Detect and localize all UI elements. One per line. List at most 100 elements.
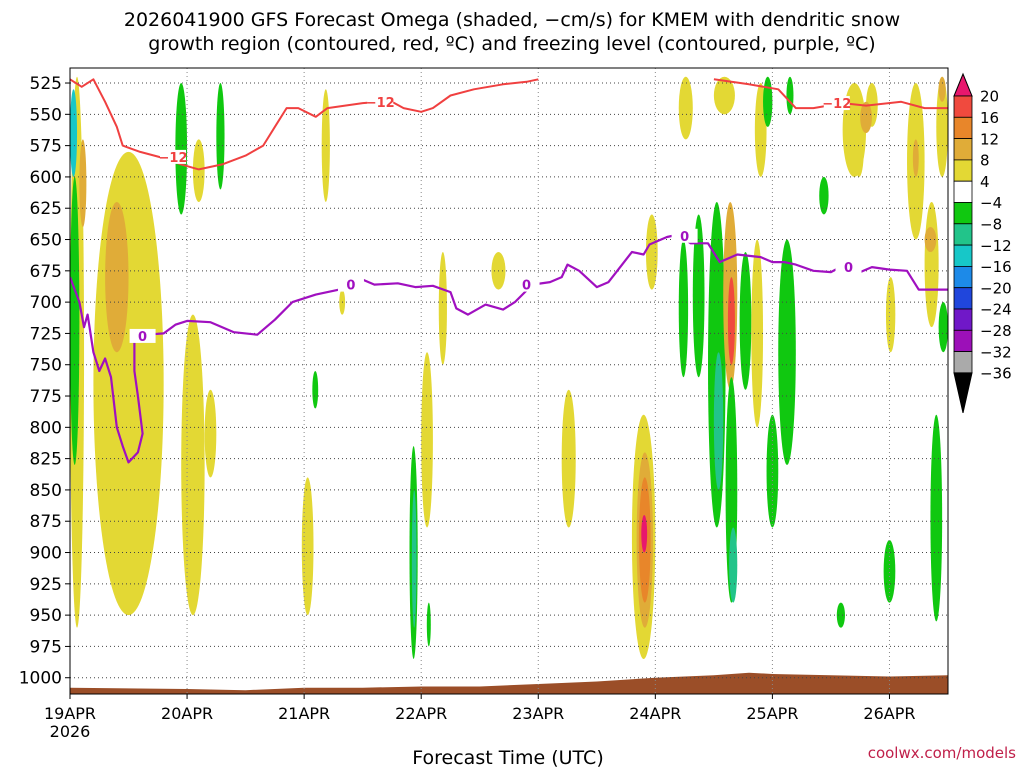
x-axis-title: Forecast Time (UTC): [412, 747, 603, 768]
colorbar-label: −16: [980, 258, 1012, 276]
omega-cell: [561, 389, 576, 528]
y-tick-label: 975: [30, 637, 62, 657]
freezing-level-label: 0: [138, 330, 147, 345]
omega-cell: [312, 370, 319, 409]
dgz-contour-label: −12: [159, 151, 188, 166]
contour-label-bg: [835, 260, 862, 275]
contour-layer: −12 −12 −12 0 0 0 0 0: [70, 78, 948, 464]
y-tick-label: 800: [30, 418, 62, 438]
x-tick-label: 25APR: [746, 704, 798, 723]
colorbar-bin: [953, 159, 973, 182]
colorbar-bin: [953, 138, 973, 161]
x-tick-label: 26APR: [863, 704, 915, 723]
colorbar-bin: [953, 244, 973, 267]
omega-cell: [727, 277, 735, 365]
omega-cell: [678, 76, 693, 140]
omega-cell: [936, 76, 948, 177]
y-tick-label: 550: [30, 105, 62, 125]
colorbar-label: −12: [980, 237, 1012, 255]
omega-cell: [786, 76, 794, 115]
contour-label-bg: [160, 149, 187, 164]
y-tick-label: 575: [30, 137, 62, 157]
x-axis: 19APR 20APR 21APR 22APR 23APR 24APR 25APR 26APR…: [44, 694, 916, 741]
contour-label-bg: [823, 96, 850, 111]
omega-cell: [729, 527, 738, 603]
freezing-level-label: 0: [346, 279, 355, 294]
omega-cell: [836, 602, 845, 628]
omega-cell: [181, 314, 205, 616]
x-tick-label: 23APR: [512, 704, 564, 723]
colorbar-bin: [953, 329, 973, 352]
contour-label-bg: [129, 328, 156, 343]
omega-cell: [739, 252, 752, 390]
colorbar-label: −32: [980, 343, 1012, 361]
omega-cell: [713, 352, 724, 490]
omega-cell: [321, 89, 330, 202]
colorbar-bin: [953, 180, 973, 203]
y-axis: 525 550 575 600 625 650 675 700 725 750 775 800 825 8…: [19, 74, 70, 689]
omega-cell: [763, 76, 773, 127]
colorbar-bin: [953, 116, 973, 140]
contour-label-bg: [513, 277, 540, 292]
omega-cell: [438, 252, 447, 365]
y-tick-label: 775: [30, 387, 62, 407]
omega-cell: [751, 239, 764, 428]
colorbar-label: −8: [980, 216, 1002, 234]
colorbar-label: −24: [980, 301, 1012, 319]
omega-cell: [860, 101, 872, 134]
omega-cell: [778, 239, 796, 465]
colorbar-label: 20: [980, 88, 999, 106]
colorbar-bottom-arrow: [953, 372, 973, 414]
colorbar-label: 12: [980, 130, 999, 148]
omega-cell: [641, 514, 648, 553]
x-tick-label: 20APR: [161, 704, 213, 723]
colorbar-bin: [953, 287, 973, 310]
omega-cell: [713, 76, 735, 115]
colorbar-bin: [953, 223, 973, 246]
omega-cell: [93, 151, 164, 616]
y-tick-label: 600: [30, 168, 62, 188]
colorbar-top-arrow: [953, 72, 973, 97]
omega-cell: [819, 176, 829, 215]
dgz-contour-label: −12: [366, 96, 395, 111]
omega-cell: [912, 139, 919, 177]
y-tick-label: 700: [30, 293, 62, 313]
colorbar-bin: [953, 202, 973, 225]
omega-cell: [216, 83, 225, 190]
freezing-level-label: 0: [844, 261, 853, 276]
y-tick-label: 1000: [19, 669, 62, 689]
x-tick-label: 19APR: [44, 704, 96, 723]
terrain-layer: [70, 672, 948, 694]
omega-cell: [883, 540, 896, 603]
colorbar-label: −36: [980, 365, 1012, 383]
colorbar-bin: [953, 95, 973, 118]
plot-frame: [69, 67, 949, 695]
y-tick-label: 950: [30, 606, 62, 626]
x-year-label: 2026: [50, 722, 91, 741]
y-tick-label: 725: [30, 324, 62, 344]
y-tick-label: 925: [30, 575, 62, 595]
y-tick-label: 850: [30, 481, 62, 501]
y-tick-label: 525: [30, 74, 62, 94]
omega-cell: [426, 602, 431, 647]
colorbar-label: 8: [980, 152, 990, 170]
omega-cell: [924, 201, 939, 328]
x-tick-label: 24APR: [629, 704, 681, 723]
omega-cell: [938, 302, 948, 353]
x-tick-label: 22APR: [395, 704, 447, 723]
contour-label-bg: [367, 94, 394, 109]
colorbar-bin: [953, 308, 973, 331]
colorbar-label: −20: [980, 279, 1012, 297]
omega-cell: [766, 414, 779, 528]
omega-cell: [79, 139, 87, 228]
colorbar-label: 4: [980, 173, 990, 191]
colorbar-bin: [953, 351, 973, 374]
omega-cell: [70, 89, 78, 177]
omega-cell: [105, 201, 129, 353]
dgz-contour-label: −12: [822, 97, 851, 112]
omega-cell: [692, 214, 705, 378]
grid-layer: [70, 68, 948, 694]
x-tick-label: 21APR: [278, 704, 330, 723]
omega-cell: [930, 414, 943, 622]
